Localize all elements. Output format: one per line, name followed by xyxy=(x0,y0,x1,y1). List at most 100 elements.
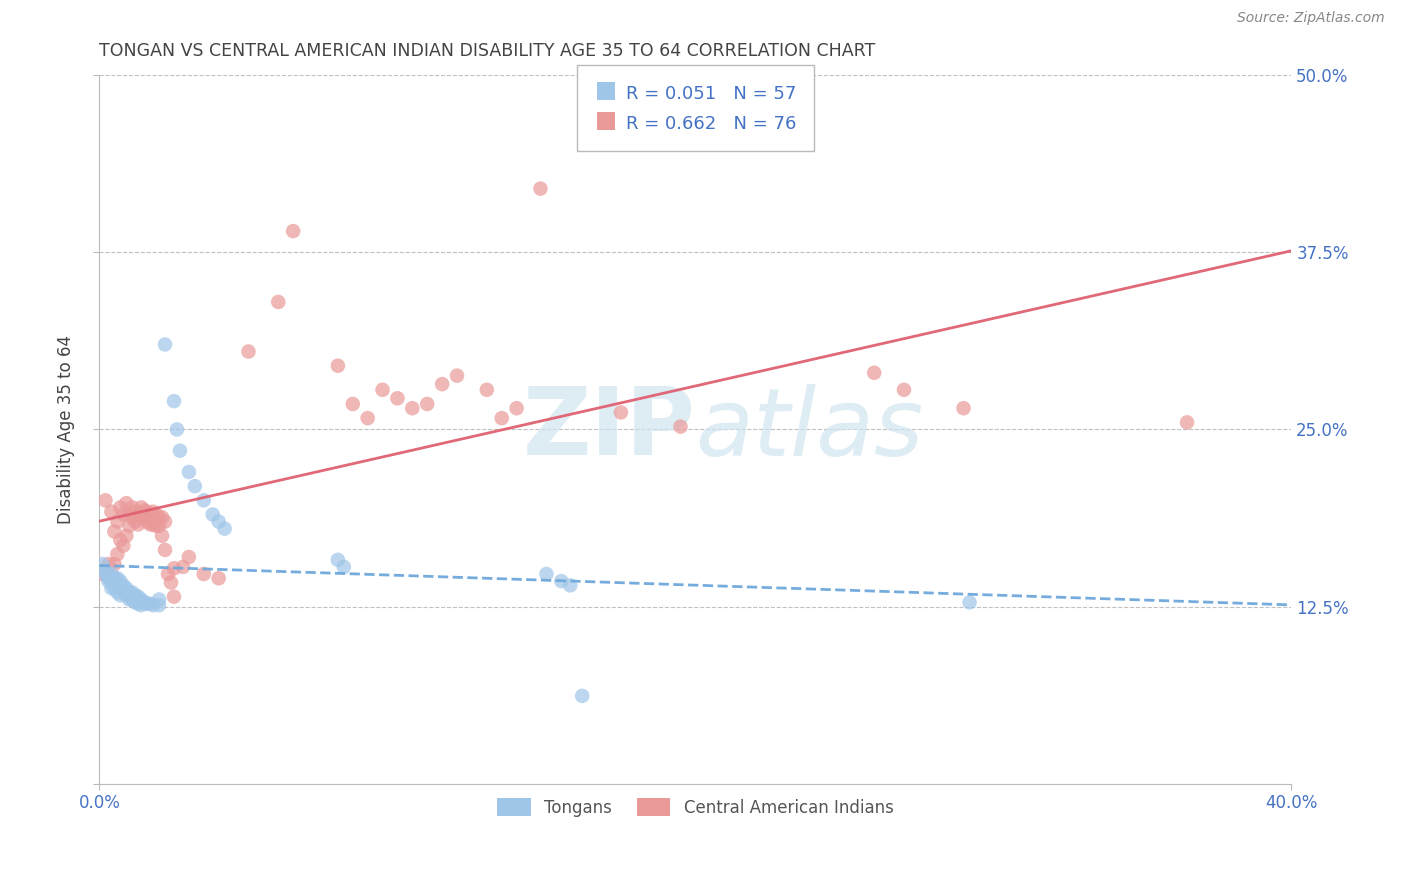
Point xyxy=(115,496,138,510)
Point xyxy=(103,557,125,571)
Point xyxy=(283,224,305,238)
Point xyxy=(136,597,159,611)
Point xyxy=(172,560,194,574)
Point xyxy=(103,581,125,595)
Point xyxy=(94,564,117,578)
Point xyxy=(560,578,582,592)
Point xyxy=(156,567,179,582)
Point xyxy=(136,505,159,519)
Point xyxy=(103,571,125,585)
Point xyxy=(326,553,349,567)
Point xyxy=(118,592,141,607)
Point xyxy=(238,344,260,359)
Point xyxy=(371,383,394,397)
Point xyxy=(129,500,152,515)
Point xyxy=(134,595,156,609)
Point xyxy=(267,294,290,309)
Point xyxy=(342,397,364,411)
Point xyxy=(401,401,423,416)
Point xyxy=(115,529,138,543)
Point xyxy=(97,574,120,588)
Point xyxy=(148,510,170,524)
Point xyxy=(163,394,186,409)
Point xyxy=(475,383,498,397)
Point xyxy=(505,401,527,416)
Text: atlas: atlas xyxy=(696,384,924,475)
Point xyxy=(163,590,186,604)
Point xyxy=(121,585,143,599)
Point xyxy=(333,560,356,574)
Point xyxy=(163,561,186,575)
Point xyxy=(134,510,156,524)
Point xyxy=(127,590,149,604)
Point xyxy=(100,567,122,582)
Text: Source: ZipAtlas.com: Source: ZipAtlas.com xyxy=(1237,11,1385,25)
Point xyxy=(129,510,152,524)
Point xyxy=(150,529,173,543)
Text: TONGAN VS CENTRAL AMERICAN INDIAN DISABILITY AGE 35 TO 64 CORRELATION CHART: TONGAN VS CENTRAL AMERICAN INDIAN DISABI… xyxy=(100,42,876,60)
Point xyxy=(139,508,162,522)
Point xyxy=(118,585,141,599)
Point xyxy=(115,581,138,595)
Y-axis label: Disability Age 35 to 64: Disability Age 35 to 64 xyxy=(58,335,75,524)
Point xyxy=(105,571,128,585)
Point xyxy=(142,598,165,612)
Point xyxy=(129,598,152,612)
Point xyxy=(142,517,165,532)
Point xyxy=(169,443,191,458)
Point xyxy=(105,585,128,599)
Point xyxy=(952,401,974,416)
Point xyxy=(571,689,593,703)
Point xyxy=(110,588,132,602)
Point xyxy=(121,500,143,515)
Point xyxy=(150,510,173,524)
Point xyxy=(97,567,120,582)
Point xyxy=(145,508,167,522)
Point xyxy=(208,515,231,529)
Point xyxy=(127,508,149,522)
Point xyxy=(118,508,141,522)
Point xyxy=(1175,416,1198,430)
Point xyxy=(326,359,349,373)
Point xyxy=(110,574,132,588)
Point xyxy=(184,479,207,493)
Point xyxy=(430,377,453,392)
Point xyxy=(110,533,132,547)
Point xyxy=(153,543,176,558)
Point xyxy=(100,505,122,519)
Point xyxy=(529,181,551,195)
Point xyxy=(94,493,117,508)
Point xyxy=(124,595,146,609)
Text: ZIP: ZIP xyxy=(523,384,696,475)
Point xyxy=(153,515,176,529)
Point xyxy=(201,508,224,522)
Point xyxy=(208,571,231,585)
Point xyxy=(97,571,120,585)
Point xyxy=(610,405,633,419)
Point xyxy=(193,493,215,508)
Point xyxy=(134,503,156,517)
Point xyxy=(148,518,170,533)
Point xyxy=(94,567,117,582)
Point xyxy=(893,383,915,397)
Point xyxy=(129,592,152,607)
Point xyxy=(446,368,468,383)
Point xyxy=(124,515,146,529)
Point xyxy=(127,517,149,532)
Point xyxy=(91,557,114,571)
Point xyxy=(115,588,138,602)
Point xyxy=(100,574,122,588)
Point xyxy=(550,574,572,588)
Point xyxy=(127,597,149,611)
Point xyxy=(124,505,146,519)
Point xyxy=(160,575,183,590)
Point xyxy=(100,581,122,595)
Point xyxy=(97,557,120,571)
Point xyxy=(536,567,558,582)
Point xyxy=(124,588,146,602)
Point xyxy=(112,584,135,599)
Point xyxy=(148,592,170,607)
Point xyxy=(134,595,156,609)
Point xyxy=(193,567,215,582)
Point xyxy=(103,575,125,590)
